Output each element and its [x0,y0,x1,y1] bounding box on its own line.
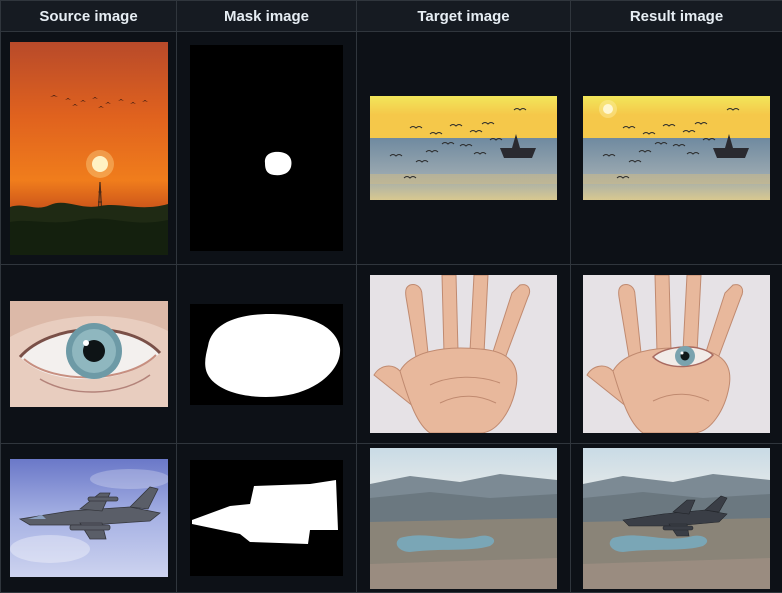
mask-cell [177,265,357,444]
header-source: Source image [1,1,177,32]
target-image-hand [370,275,557,433]
result-image-hand-eye [583,275,770,433]
target-cell [357,444,571,593]
header-row: Source image Mask image Target image Res… [1,1,782,32]
mask-image-circle [190,45,343,251]
table-row [1,265,782,444]
mask-image-jet-shape [190,460,343,576]
mask-image-eye-blob [190,304,343,405]
target-image-valley [370,448,557,589]
result-cell [571,444,782,593]
mask-cell [177,444,357,593]
target-cell [357,265,571,444]
target-image-seagulls [370,96,557,200]
result-cell [571,265,782,444]
source-cell [1,265,177,444]
table-row [1,32,782,265]
result-image-seagulls-sun [583,96,770,200]
header-mask: Mask image [177,1,357,32]
source-image-jet [10,459,168,577]
header-result: Result image [571,1,782,32]
mask-cell [177,32,357,265]
source-cell [1,32,177,265]
result-cell [571,32,782,265]
result-image-valley-jet [583,448,770,589]
table-row [1,444,782,593]
source-cell [1,444,177,593]
source-image-eye [10,301,168,407]
source-image-sunset [10,42,168,255]
header-target: Target image [357,1,571,32]
target-cell [357,32,571,265]
